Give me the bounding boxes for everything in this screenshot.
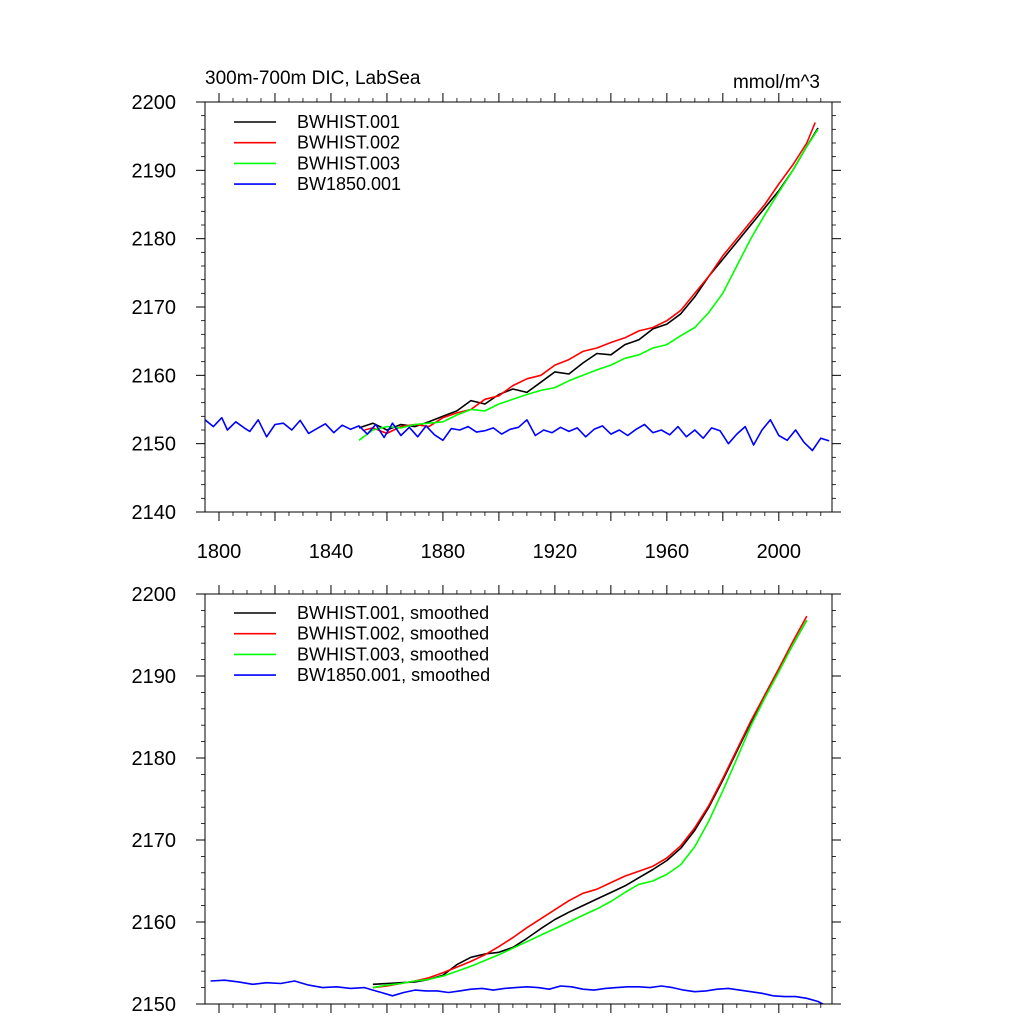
- x-tick-label: 1800: [197, 541, 242, 563]
- legend-label: BWHIST.002, smoothed: [297, 624, 489, 644]
- series-line-1: [358, 127, 819, 431]
- series-line-4: [205, 416, 830, 452]
- series-group: [210, 615, 825, 1004]
- series-line-2: [372, 615, 808, 989]
- units-label: mmol/m^3: [733, 72, 820, 93]
- legend-label: BW1850.001, smoothed: [297, 665, 490, 685]
- chart-title: 300m-700m DIC, LabSea: [205, 68, 421, 89]
- bottom-panel: 2150 2160 2170 2180 2190 2200 BWHIST.001, smoo…: [132, 584, 841, 1016]
- x-tick-label: 1840: [309, 541, 354, 563]
- legend-label: BW1850.001: [297, 174, 401, 194]
- y-tick-label: 2150: [132, 434, 177, 456]
- x-tick-label: 1920: [533, 541, 578, 563]
- legend-label: BWHIST.002: [297, 133, 400, 153]
- x-tick-label: 1880: [421, 541, 466, 563]
- y-tick-label: 2200: [132, 92, 177, 114]
- x-tick-label: 1960: [645, 541, 690, 563]
- y-tick-label: 2170: [132, 297, 177, 319]
- legend-label: BWHIST.003, smoothed: [297, 644, 489, 664]
- series-line-3: [372, 619, 808, 989]
- y-tick-label: 2200: [132, 584, 177, 606]
- x-tick-label: 2000: [757, 541, 802, 563]
- top-panel: 1800 1840 1880 1920 1960 2000 2140 2150 2160 2170…: [132, 68, 841, 563]
- y-tick-label: 2170: [132, 830, 177, 852]
- y-tick-label: 2140: [132, 502, 177, 524]
- series-line-4: [210, 979, 825, 1004]
- y-tick-label: 2160: [132, 365, 177, 387]
- series-line-3: [358, 128, 819, 441]
- legend-label: BWHIST.001: [297, 112, 400, 132]
- y-tick-label: 2180: [132, 229, 177, 251]
- y-tick-label: 2190: [132, 666, 177, 688]
- plot-frame: [204, 593, 833, 1005]
- series-line-2: [364, 122, 816, 435]
- y-tick-label: 2160: [132, 912, 177, 934]
- y-tick-label: 2190: [132, 160, 177, 182]
- series-group: [205, 122, 830, 452]
- y-tick-label: 2150: [132, 994, 177, 1016]
- legend-label: BWHIST.003: [297, 153, 400, 173]
- legend-label: BWHIST.001, smoothed: [297, 603, 489, 623]
- y-tick-label: 2180: [132, 748, 177, 770]
